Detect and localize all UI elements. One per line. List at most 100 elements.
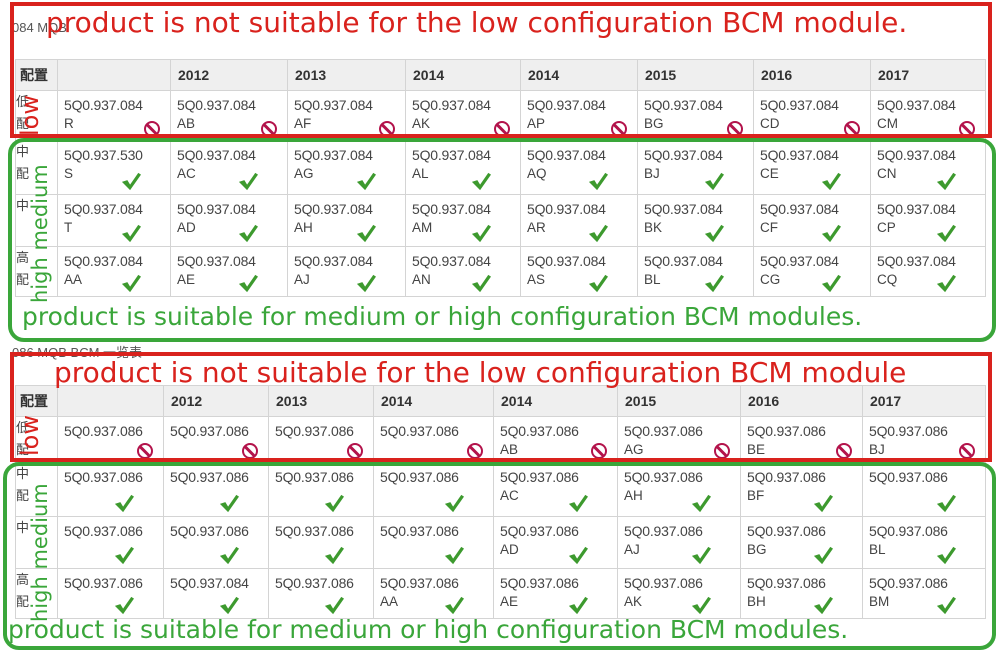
part-number: 5Q0.937.084 — [877, 97, 956, 113]
part-number: 5Q0.937.086 — [380, 575, 459, 591]
check-icon — [120, 273, 142, 293]
table-row-low: 低配 5Q0.937.084 R 5Q0.937.084 AB 5Q0.937.084 AF… — [15, 90, 986, 141]
check-icon — [935, 545, 957, 565]
part-number: 5Q0.937.086 — [170, 523, 249, 539]
part-number-cell: 5Q0.937.084 CQ — [870, 246, 986, 297]
year-header: 2015 — [637, 59, 754, 91]
part-suffix: AA — [380, 594, 399, 609]
part-number-cell: 5Q0.937.084 BL — [637, 246, 754, 297]
part-number: 5Q0.937.084 — [760, 253, 839, 269]
part-number: 5Q0.937.086 — [275, 469, 354, 485]
part-number-cell: 5Q0.937.084 AR — [520, 194, 638, 247]
part-number-cell: 5Q0.937.084 CM — [870, 90, 986, 141]
part-suffix: CM — [877, 116, 898, 131]
part-number: 5Q0.937.086 — [747, 423, 826, 439]
tier-char: 高 — [16, 250, 30, 265]
part-number: 5Q0.937.086 — [64, 575, 143, 591]
year-header: 2015 — [617, 385, 741, 417]
part-suffix: AJ — [624, 542, 640, 557]
part-number: 5Q0.937.084 — [527, 253, 606, 269]
part-number: 5Q0.937.084 — [294, 147, 373, 163]
part-number-cell: 5Q0.937.086 — [57, 416, 164, 463]
part-suffix: S — [64, 166, 74, 181]
check-icon — [113, 493, 135, 513]
check-icon — [587, 223, 609, 243]
check-icon — [935, 493, 957, 513]
check-icon — [218, 595, 240, 615]
check-icon — [690, 595, 712, 615]
part-number-cell: 5Q0.937.084 AK — [405, 90, 521, 141]
not-suitable-frame — [10, 2, 992, 138]
part-suffix: AB — [500, 442, 519, 457]
part-number-cell: 5Q0.937.086 AG — [617, 416, 741, 463]
check-icon — [323, 545, 345, 565]
tier-label-low: low — [16, 95, 44, 136]
part-number-cell: 5Q0.937.086 BJ — [862, 416, 986, 463]
suitable-banner: product is suitable for medium or high c… — [8, 615, 849, 644]
part-number: 5Q0.937.084 — [877, 253, 956, 269]
year-header: 2014 — [373, 385, 494, 417]
part-suffix: BK — [644, 220, 663, 235]
part-suffix: AM — [412, 220, 433, 235]
part-suffix: AB — [177, 116, 196, 131]
part-number-cell: 5Q0.937.086 — [373, 516, 494, 569]
year-header — [57, 59, 171, 91]
part-number: 5Q0.937.084 — [760, 147, 839, 163]
part-suffix: AK — [412, 116, 431, 131]
check-icon — [567, 545, 589, 565]
part-number: 5Q0.937.086 — [624, 423, 703, 439]
part-number: 5Q0.937.086 — [170, 423, 249, 439]
part-number: 5Q0.937.086 — [747, 523, 826, 539]
part-number-cell: 5Q0.937.084 — [163, 568, 269, 619]
part-suffix: AJ — [294, 272, 310, 287]
part-number: 5Q0.937.084 — [877, 201, 956, 217]
part-number-cell: 5Q0.937.084 BJ — [637, 140, 754, 195]
config-tier-label: 中 — [15, 516, 58, 569]
part-number: 5Q0.937.086 — [275, 423, 354, 439]
check-icon — [935, 171, 957, 191]
not-suitable-banner: product is not suitable for the low conf… — [46, 6, 908, 39]
part-number-cell: 5Q0.937.086 — [163, 462, 269, 517]
part-number: 5Q0.937.084 — [64, 97, 143, 113]
table-row-low: 低配 5Q0.937.086 5Q0.937.086 5Q0.937.086 5Q0.9… — [15, 416, 986, 463]
part-suffix: AS — [527, 272, 546, 287]
part-suffix: CG — [760, 272, 781, 287]
check-icon — [470, 273, 492, 293]
check-icon — [355, 171, 377, 191]
part-number: 5Q0.937.084 — [294, 201, 373, 217]
bcm-086-table: 配置 2012 2013 2014 2014 2015 2016 2017 低配… — [15, 385, 986, 619]
table-caption-084: 084 MQB — [12, 20, 67, 35]
part-suffix: CN — [877, 166, 897, 181]
check-icon — [120, 171, 142, 191]
part-number-cell: 5Q0.937.084 CN — [870, 140, 986, 195]
part-suffix: AH — [294, 220, 313, 235]
part-number: 5Q0.937.086 — [275, 523, 354, 539]
part-suffix: AC — [177, 166, 196, 181]
part-number: 5Q0.937.084 — [644, 253, 723, 269]
part-number: 5Q0.937.086 — [500, 469, 579, 485]
check-icon — [935, 595, 957, 615]
tier-char: 配 — [16, 442, 30, 457]
part-number: 5Q0.937.084 — [644, 97, 723, 113]
part-number-cell: 5Q0.937.084 CE — [753, 140, 871, 195]
part-suffix: BG — [644, 116, 664, 131]
part-suffix: AE — [500, 594, 519, 609]
part-number: 5Q0.937.084 — [760, 97, 839, 113]
tier-label-medium-high: high medium — [28, 483, 52, 622]
check-icon — [470, 223, 492, 243]
part-suffix: BG — [747, 542, 767, 557]
check-icon — [443, 545, 465, 565]
part-number-cell: 5Q0.937.084 AH — [287, 194, 406, 247]
part-number-cell: 5Q0.937.084 AB — [170, 90, 288, 141]
part-number: 5Q0.937.084 — [177, 97, 256, 113]
part-number-cell: 5Q0.937.084 AM — [405, 194, 521, 247]
part-suffix: CF — [760, 220, 778, 235]
tier-char: 高 — [16, 572, 30, 587]
part-number-cell: 5Q0.937.084 T — [57, 194, 171, 247]
check-icon — [703, 171, 725, 191]
config-header: 配置 — [15, 385, 58, 417]
year-header: 2016 — [740, 385, 863, 417]
tier-label-low: low — [16, 415, 44, 456]
suitable-frame — [8, 138, 996, 342]
check-icon — [703, 273, 725, 293]
